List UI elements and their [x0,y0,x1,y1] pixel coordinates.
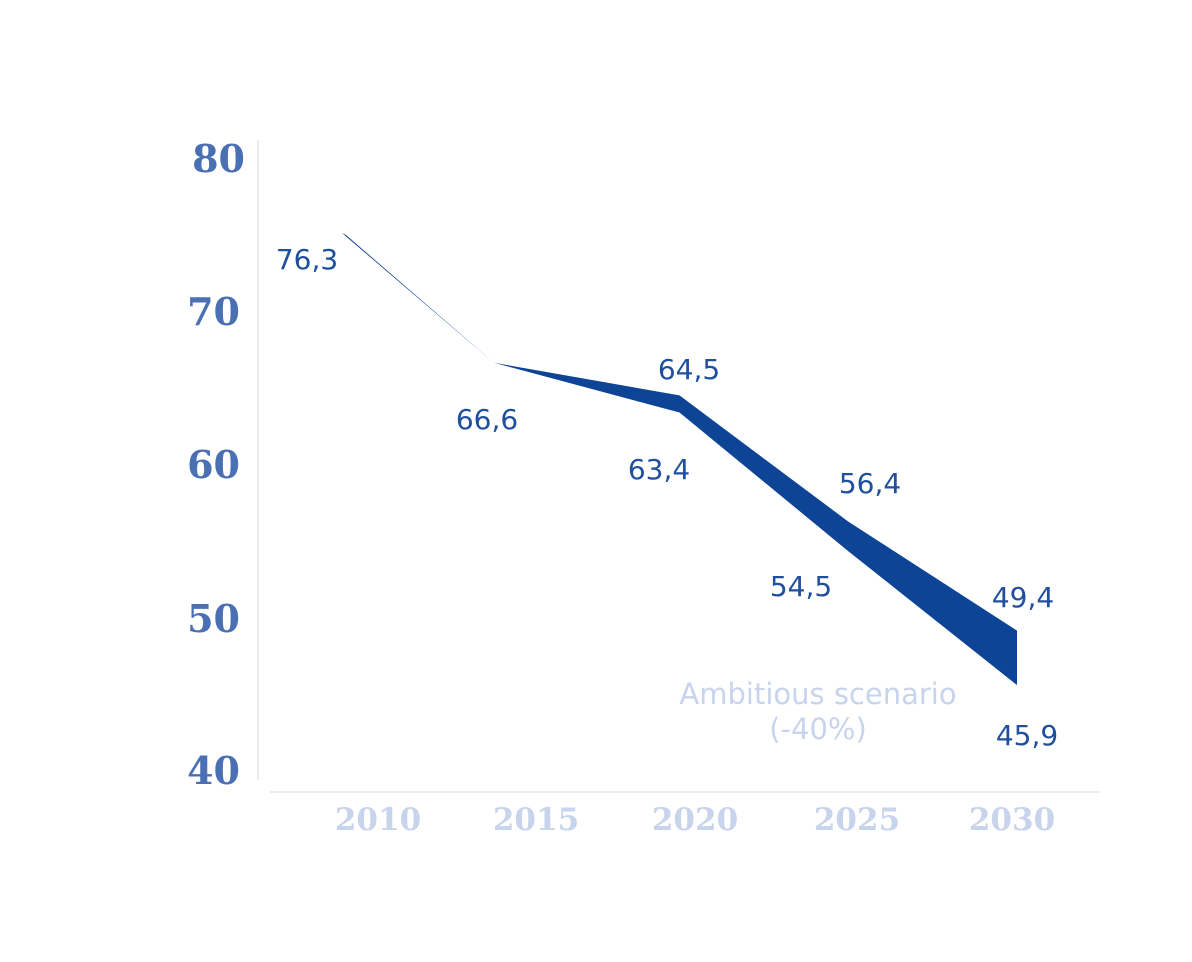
annotation-line-1: Ambitious scenario [679,677,956,711]
y-tick-label: 70 [187,289,240,334]
data-label: 64,5 [658,353,720,386]
y-tick-label: 50 [187,596,240,641]
x-tick-label: 2015 [493,802,579,838]
data-label: 49,4 [992,581,1054,614]
data-label: 45,9 [996,719,1058,752]
data-label: 63,4 [628,453,690,486]
y-tick-label: 80 [192,136,245,181]
x-tick-label: 2020 [652,802,738,838]
annotation-line-2: (-40%) [769,712,867,746]
x-tick-label: 2025 [814,802,900,838]
data-labels: 76,3 66,6 64,5 63,4 56,4 54,5 49,4 45,9 [276,243,1058,752]
data-label: 54,5 [770,570,832,603]
data-label: 76,3 [276,243,338,276]
data-label: 66,6 [456,403,518,436]
y-ticks: 80 70 60 50 40 [187,136,245,793]
x-ticks: 2010 2015 2020 2025 2030 [335,802,1055,838]
scenario-annotation: Ambitious scenario (-40%) [679,677,956,746]
x-tick-label: 2030 [969,802,1055,838]
y-tick-label: 60 [187,442,240,487]
data-label: 56,4 [839,467,901,500]
x-tick-label: 2010 [335,802,421,838]
y-tick-label: 40 [187,748,240,793]
